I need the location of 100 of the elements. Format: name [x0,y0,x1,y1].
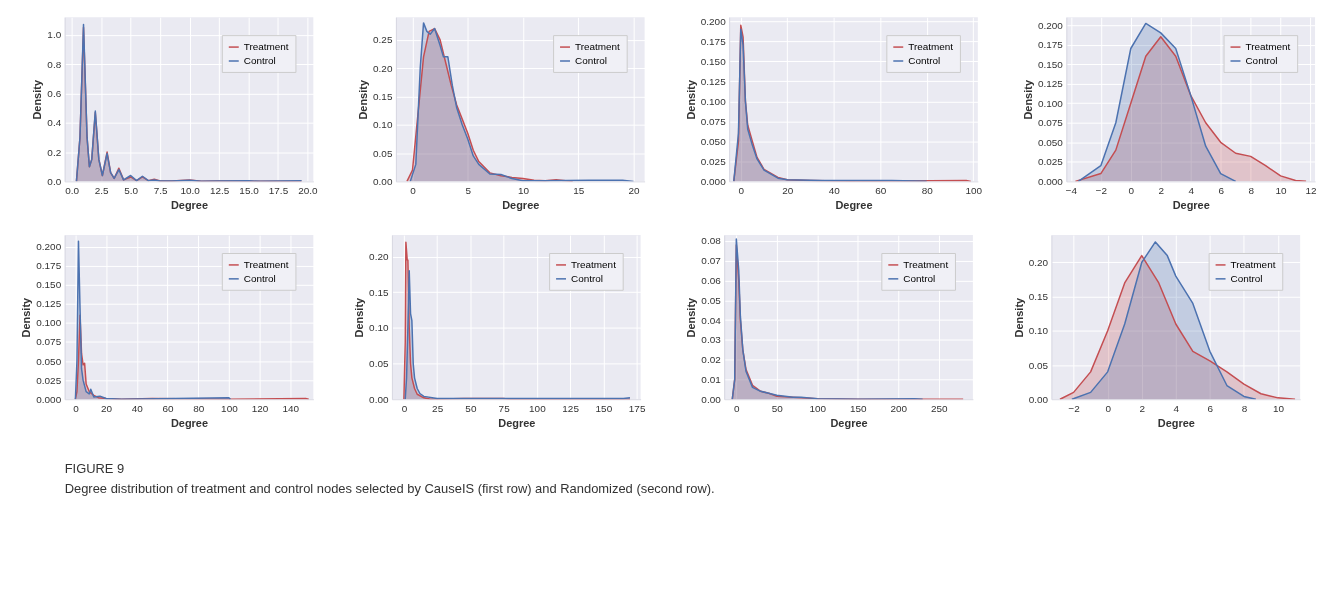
x-tick-label: 0.0 [65,184,80,196]
x-axis-title: Degree [502,198,540,211]
x-tick-label: 40 [828,184,841,196]
legend-label: Treatment [570,258,617,270]
legend-label: Control [903,272,936,284]
y-tick-label: 0.000 [36,393,62,405]
caption: FIGURE 9 [64,460,125,476]
x-tick-label: 10 [1272,402,1285,414]
y-axis-title: Density [1012,296,1025,338]
x-tick-label: 8 [1241,402,1248,414]
x-tick-label: 60 [875,184,887,196]
x-tick-label: 6 [1218,184,1225,196]
y-tick-label: 0.10 [1028,325,1049,337]
y-tick-label: 0.075 [700,115,727,127]
legend-label: Control [908,54,941,66]
legend-label: Treatment [243,258,289,270]
y-tick-label: 0.175 [700,35,727,47]
y-tick-label: 0.125 [36,298,62,310]
x-tick-label: 50 [465,402,477,414]
x-tick-label: 80 [921,184,934,196]
x-tick-label: 5.0 [124,184,139,196]
x-tick-label: 10.0 [180,184,201,196]
x-axis-title: Degree [830,416,868,429]
y-tick-label: 0.06 [701,275,722,287]
x-tick-label: 0 [738,184,745,196]
x-tick-label: 20 [101,402,113,414]
y-tick-label: 0.100 [700,95,727,107]
y-tick-label: 0.20 [369,250,389,262]
x-tick-label: 12.5 [209,184,230,196]
y-tick-label: 0.050 [36,355,62,367]
x-tick-label: 175 [628,402,646,414]
y-tick-label: 0.175 [36,260,62,272]
x-tick-label: 50 [771,402,784,414]
y-tick-label: 0.03 [701,334,722,346]
y-tick-label: 0.05 [369,358,389,370]
y-tick-label: 0.08 [701,235,722,247]
y-tick-label: 0.0 [47,175,62,187]
y-tick-label: 0.15 [373,90,393,102]
y-tick-label: 0.10 [369,322,389,334]
y-tick-label: 0.25 [373,34,393,46]
x-tick-label: 6 [1207,402,1214,414]
x-tick-label: 0 [1105,402,1112,414]
x-tick-label: 20 [628,184,641,196]
x-tick-label: 20 [782,184,794,196]
x-tick-label: 4 [1173,402,1180,414]
y-tick-label: 0.050 [1038,136,1064,148]
x-tick-label: 150 [850,402,868,414]
y-tick-label: 0.100 [1038,97,1064,109]
y-tick-label: 0.4 [47,117,62,129]
y-tick-label: 0.00 [1028,393,1049,405]
y-tick-label: 0.150 [1038,58,1064,70]
y-tick-label: 0.20 [373,62,393,74]
x-tick-label: −2 [1068,402,1081,414]
x-tick-label: 0 [401,402,408,414]
y-axis-title: Density [1022,79,1035,120]
x-tick-label: 2 [1158,184,1165,196]
x-tick-label: 125 [562,402,580,414]
x-tick-label: 0 [1128,184,1135,196]
y-axis-title: Density [31,79,44,120]
x-axis-title: Degree [1172,198,1210,211]
y-tick-label: 0.025 [36,374,62,386]
x-tick-label: 2.5 [94,184,110,196]
x-tick-label: 150 [595,402,613,414]
x-tick-label: 75 [498,402,511,414]
y-tick-label: 0.200 [36,241,62,253]
y-tick-label: 0.05 [373,147,393,159]
x-tick-label: 12 [1305,184,1318,196]
y-tick-label: 0.05 [701,294,722,306]
y-tick-label: 0.125 [700,75,727,87]
x-tick-label: 5 [465,184,472,196]
x-axis-title: Degree [170,416,209,429]
x-tick-label: 4 [1188,184,1195,196]
y-tick-label: 0.01 [701,373,722,385]
x-tick-label: 2 [1139,402,1146,414]
y-tick-label: 0.05 [1028,359,1049,371]
y-tick-label: 0.00 [373,175,393,187]
y-tick-label: 0.100 [36,317,62,329]
y-tick-label: 0.050 [700,135,727,147]
y-tick-label: 0.025 [700,155,727,167]
x-axis-title: Degree [835,198,873,211]
y-tick-label: 0.200 [1038,19,1064,31]
y-tick-label: 0.150 [36,279,62,291]
y-axis-title: Density [684,79,697,120]
y-tick-label: 1.0 [47,29,62,41]
x-axis-title: Degree [1157,416,1195,429]
legend-label: Treatment [903,258,949,270]
y-tick-label: 0.00 [701,393,722,405]
y-tick-label: 0.10 [373,119,393,131]
text: Degree distribution of treatment and control nodes selected by CauseIS (first row) and Randomized (second row). [64,480,715,496]
y-tick-label: 0.20 [1028,256,1049,268]
legend-label: Control [243,272,276,284]
legend-label: Control [1230,272,1263,284]
x-tick-label: −4 [1065,184,1078,196]
x-tick-label: 10 [517,184,530,196]
y-tick-label: 0.075 [1038,117,1064,129]
x-axis-title: Degree [498,416,536,429]
y-tick-label: 0.15 [369,286,389,298]
y-tick-label: 0.175 [1038,39,1064,51]
x-tick-label: 0 [410,184,417,196]
y-tick-label: 0.00 [369,393,389,405]
